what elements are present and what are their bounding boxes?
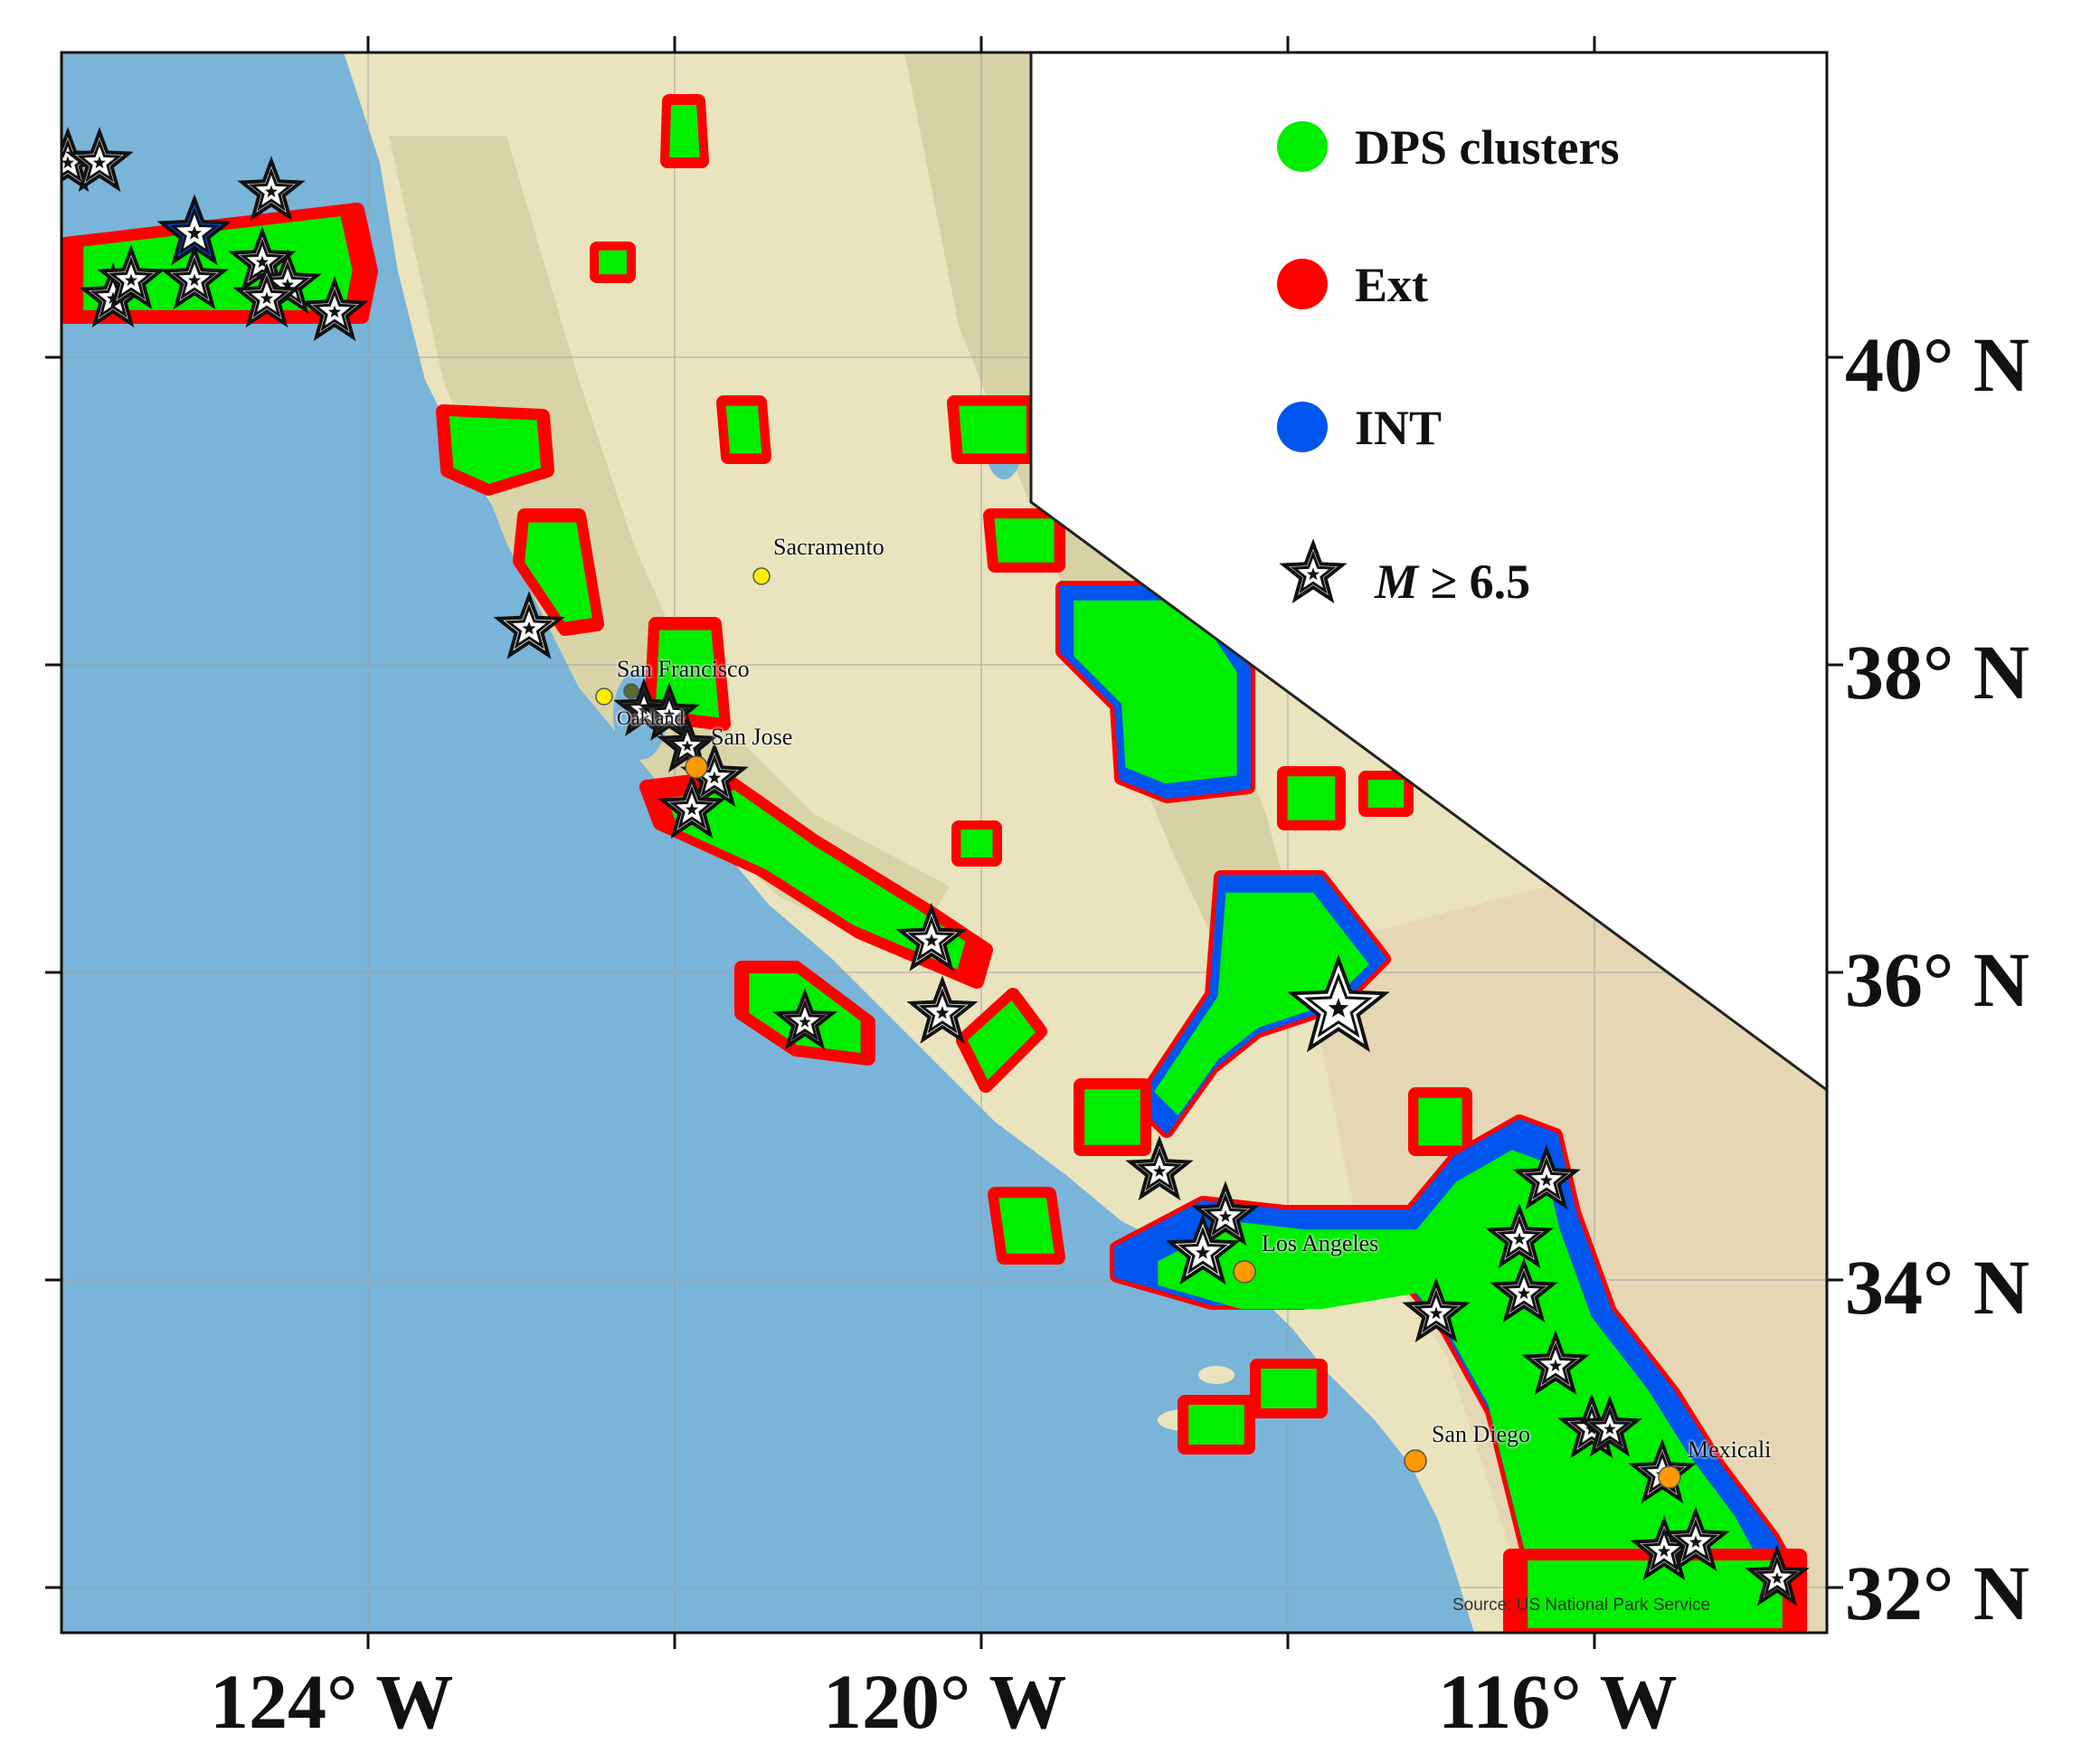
earthquake-star-center (924, 934, 939, 947)
earthquake-star-center (1152, 1164, 1167, 1178)
earthquake-star-center (187, 273, 202, 287)
y-tick-36n: 36° N (1845, 936, 2029, 1023)
map-source-credit: Source: US National Park Service (1452, 1596, 1711, 1615)
earthquake-star-center (1196, 1245, 1210, 1259)
earthquake-star-center (1689, 1535, 1703, 1549)
earthquake-star-center (61, 156, 75, 169)
axis-ticks (45, 36, 1843, 1649)
dps-cluster (994, 518, 1055, 563)
dps-cluster (725, 405, 762, 454)
dps-cluster (1084, 1089, 1140, 1145)
earthquake-star-center (187, 225, 202, 240)
legend-int-marker (1277, 402, 1328, 452)
dps-cluster (998, 1198, 1055, 1254)
y-tick-38n: 38° N (1845, 629, 2029, 716)
city-marker (752, 567, 771, 585)
earthquake-star-center (935, 1006, 950, 1019)
dps-cluster (1287, 776, 1336, 820)
dps-cluster (1154, 892, 1369, 1116)
dps-cluster (667, 790, 966, 970)
dps-cluster (1261, 1369, 1317, 1408)
earthquake-star-center (681, 740, 694, 752)
dps-cluster (1074, 600, 1237, 784)
earthquake-star-center (522, 621, 536, 635)
earthquake-star-center (1771, 1572, 1783, 1584)
dps-cluster (960, 829, 993, 858)
dps-cluster (1418, 1097, 1462, 1146)
earthquake-star-center (638, 704, 650, 716)
city-marker (685, 755, 708, 779)
earthquake-star-center (124, 273, 138, 287)
legend-dps-label: DPS clusters (1355, 120, 1620, 175)
dps-cluster (1528, 1560, 1783, 1628)
earthquake-star-center (1657, 1544, 1671, 1558)
city-marker (623, 683, 639, 699)
earthquake-star-center (92, 156, 107, 169)
legend-star-icon (1279, 538, 1348, 604)
earthquake-star-center (1548, 1359, 1563, 1372)
dps-cluster (525, 522, 592, 622)
dps-cluster (968, 1000, 1036, 1080)
legend-ext-marker (1277, 259, 1328, 309)
city-marker (1658, 1465, 1681, 1489)
earthquake-star-center (327, 305, 342, 318)
dps-cluster (449, 416, 542, 484)
earthquake-star-center (799, 1016, 811, 1028)
x-tick-124w: 124° W (210, 1658, 454, 1745)
earthquake-star-center (685, 802, 699, 816)
x-tick-120w: 120° W (823, 1658, 1067, 1745)
y-tick-40n: 40° N (1845, 321, 2029, 408)
earthquake-star-center (1218, 1209, 1233, 1223)
dps-cluster (1188, 1405, 1244, 1445)
city-marker (595, 687, 613, 706)
map-frame (60, 51, 1829, 1635)
earthquake-star-center (1512, 1232, 1527, 1246)
earthquake-star-center (264, 185, 279, 198)
legend-panel (1029, 52, 1827, 1092)
earthquake-star-center (1429, 1306, 1443, 1320)
dps-cluster (1367, 780, 1405, 808)
y-tick-34n: 34° N (1845, 1244, 2029, 1331)
earthquake-star-center (707, 771, 722, 784)
city-label-san-jose: San Jose (711, 724, 793, 750)
dps-cluster (959, 405, 1026, 454)
coast-ranges (389, 136, 950, 959)
city-marker (1404, 1449, 1427, 1473)
earthquake-star-center (663, 708, 676, 720)
dps-cluster (1158, 1150, 1759, 1564)
city-marker (1233, 1260, 1256, 1284)
dps-cluster (669, 104, 700, 158)
earthquake-star-center (1603, 1423, 1616, 1435)
city-label-oakland: Oakland (617, 706, 685, 729)
earthquake-star-center (1517, 1286, 1531, 1300)
city-label-los-angeles: Los Angeles (1262, 1230, 1379, 1256)
channel-island (1198, 1366, 1234, 1384)
city-label-san-francisco: San Francisco (617, 656, 750, 682)
city-label-mexicali: Mexicali (1688, 1436, 1772, 1463)
city-label-sacramento: Sacramento (773, 534, 884, 560)
y-tick-32n: 32° N (1845, 1550, 2029, 1636)
earthquake-star-center (1328, 998, 1349, 1018)
earthquake-star-center (106, 291, 120, 305)
earthquake-star-center (260, 291, 274, 305)
legend-int-label: INT (1355, 401, 1443, 455)
x-tick-116w: 116° W (1438, 1658, 1678, 1745)
legend-star-label: M ≥ 6.5 (1375, 554, 1531, 609)
earthquake-star-center (1306, 567, 1320, 581)
city-label-san-diego: San Diego (1432, 1421, 1531, 1447)
legend-ext-label: Ext (1355, 258, 1428, 312)
earthquake-star-center (1539, 1173, 1554, 1187)
legend-dps-marker (1277, 121, 1328, 172)
earthquake-star-center (255, 255, 270, 269)
earthquake-star-center (280, 278, 295, 291)
dps-cluster (599, 250, 627, 275)
